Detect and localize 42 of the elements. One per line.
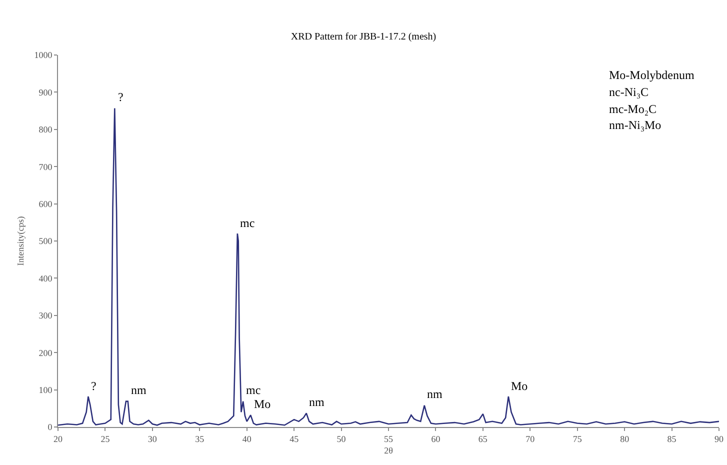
annotation: Mo <box>511 379 528 393</box>
y-tick-label: 900 <box>38 87 53 98</box>
annotation: mc <box>240 216 255 230</box>
y-tick-label: 700 <box>38 162 53 172</box>
x-tick-label: 20 <box>54 434 63 444</box>
x-tick-label: 65 <box>478 434 488 444</box>
x-tick-label: 35 <box>195 434 205 444</box>
annotation: Mo-Molybdenum <box>609 68 695 82</box>
x-tick-label: 80 <box>620 434 630 444</box>
annotation: nm <box>131 383 147 397</box>
annotation: Mo <box>254 397 271 411</box>
y-tick-label: 100 <box>38 384 53 395</box>
annotation: nm-Ni₃Mo <box>609 118 662 132</box>
y-tick-label: 600 <box>38 198 53 209</box>
x-tick-label: 50 <box>336 434 346 444</box>
x-tick-label: 75 <box>572 434 582 444</box>
y-tick-label: 300 <box>38 310 53 321</box>
x-tick-label: 45 <box>290 434 300 444</box>
annotation: nm <box>309 395 325 409</box>
y-tick-label: 400 <box>38 273 53 284</box>
x-tick-label: 30 <box>148 434 158 444</box>
x-tick-label: 25 <box>100 434 110 444</box>
x-tick-label: 70 <box>526 434 536 444</box>
y-tick-label: 200 <box>38 348 53 358</box>
annotation: nm <box>427 387 443 401</box>
annotation: mc-Mo₂C <box>609 102 657 116</box>
annotation: nc-Ni₃C <box>609 85 649 99</box>
y-tick-label: 500 <box>38 236 53 246</box>
x-tick-label: 90 <box>714 434 724 444</box>
y-tick-label: 800 <box>38 124 53 135</box>
x-tick-label: 55 <box>384 434 394 444</box>
x-tick-label: 60 <box>431 434 441 444</box>
y-tick-label: 1000 <box>34 50 53 60</box>
x-tick-label: 40 <box>242 434 252 444</box>
y-axis-title: Intensity(cps) <box>16 216 26 266</box>
annotation: mc <box>246 383 261 397</box>
y-tick-label: 0 <box>48 422 53 432</box>
x-tick-label: 85 <box>667 434 677 444</box>
annotation: ? <box>118 90 124 104</box>
annotation: ? <box>91 379 96 393</box>
x-axis-title: 2θ <box>384 446 393 456</box>
chart-title: XRD Pattern for JBB-1-17.2 (mesh) <box>290 32 436 43</box>
